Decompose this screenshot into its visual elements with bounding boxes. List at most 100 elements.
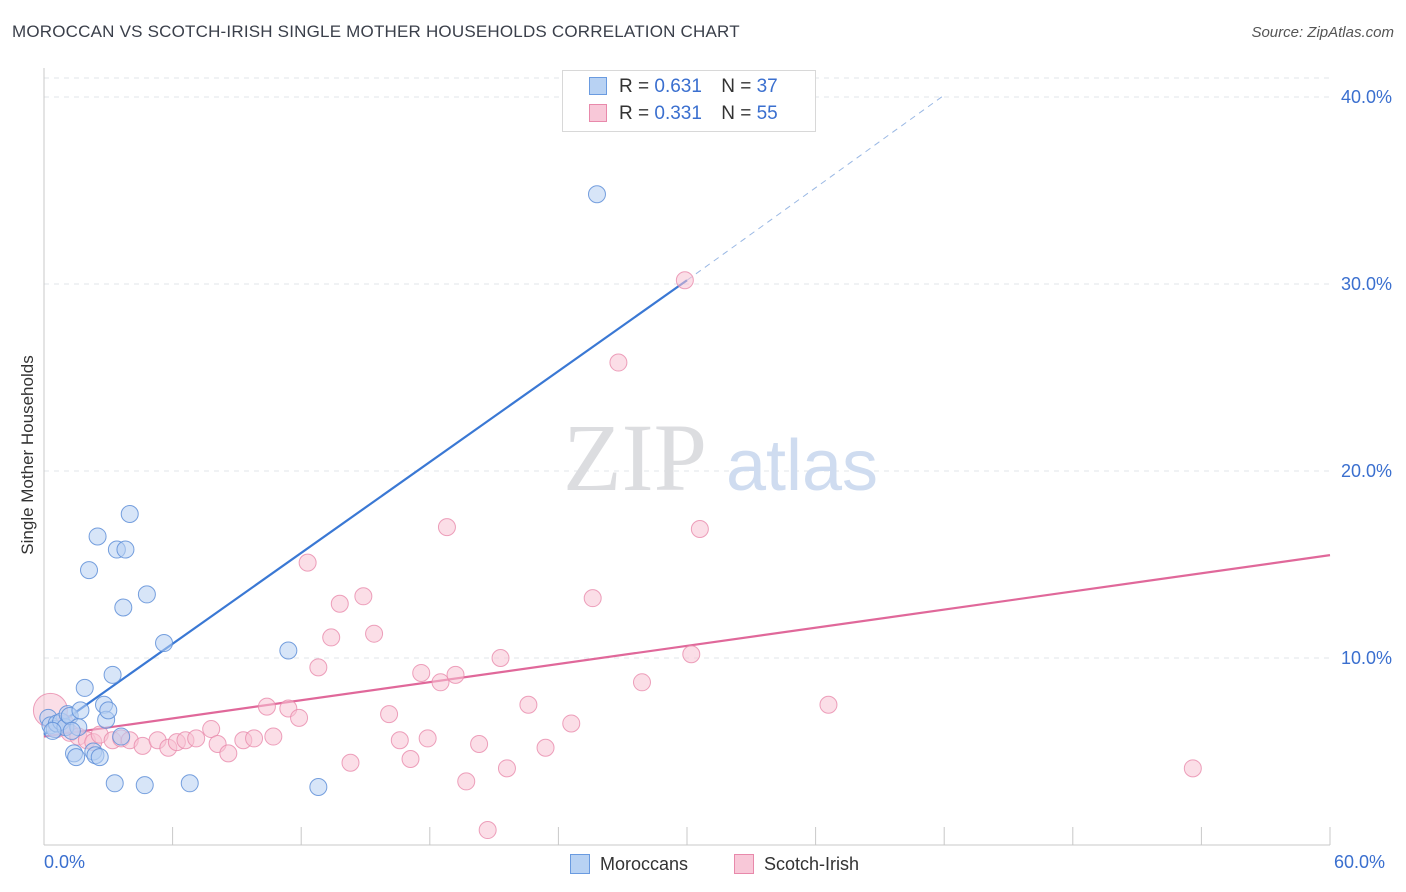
moroccans-point [43,721,62,740]
moroccans-trend-line [43,279,688,736]
series-legend: Moroccans Scotch-Irish [0,852,1406,876]
scotch-irish-point [401,749,420,768]
moroccans-point [155,634,174,653]
x-tick-label-min: 0.0% [44,852,86,872]
n-label: N = [721,76,752,97]
scotch-irish-point [309,658,328,677]
data-points [32,185,1202,840]
scotch-irish-point [819,695,838,714]
scotch-irish-point [245,729,264,748]
legend-row-scotch-irish: R = 0.331 N = 55 [589,103,778,125]
source-label: Source: ZipAtlas.com [1251,24,1394,41]
n-label: N = [721,103,752,124]
scotch-irish-point [322,628,341,647]
chart-title: MOROCCAN VS SCOTCH-IRISH SINGLE MOTHER H… [12,22,740,41]
scotch-irish-legend-swatch [734,854,754,874]
scotch-irish-point [187,729,206,748]
scotch-irish-point [682,645,701,664]
y-tick-labels: 10.0% 20.0% 30.0% 40.0% [1341,87,1392,668]
scotch-irish-legend-label: Scotch-Irish [764,854,860,874]
scotch-irish-point [418,729,437,748]
scotch-irish-point [257,697,276,716]
moroccans-point [279,641,298,660]
moroccans-point [135,776,154,795]
moroccans-legend-label: Moroccans [600,854,689,874]
scotch-irish-point [675,271,694,290]
moroccans-point [137,585,156,604]
scotch-irish-point [1183,759,1202,778]
moroccans-trend-extension [686,94,945,281]
scotch-irish-point [354,587,373,606]
r-label: R = [619,103,650,124]
scotch-irish-point [470,735,489,754]
scotch-irish-point [562,714,581,733]
scotch-irish-point [478,821,497,840]
scotch-irish-point [412,663,431,682]
scotch-irish-point [341,753,360,772]
moroccans-point [120,505,139,524]
legend-item-scotch-irish: Scotch-Irish [734,852,859,876]
moroccans-point [309,778,328,797]
scotch-irish-point [390,731,409,750]
scotch-irish-point [536,738,555,757]
moroccans-point [587,185,606,204]
scotch-irish-point [609,353,628,372]
scotch-irish-point [202,720,221,739]
scotch-irish-point [491,649,510,667]
r-label: R = [619,76,650,97]
scotch-irish-point [583,589,602,608]
y-tick-label: 10.0% [1341,648,1392,668]
moroccans-point [88,527,107,546]
scotch-irish-point [690,519,709,538]
x-tick-label-max: 60.0% [1334,852,1386,872]
scotch-irish-point [446,665,465,684]
moroccans-point [105,774,124,793]
correlation-legend: R = 0.631 N = 37 R = 0.331 N = 55 [562,70,816,132]
scotch-irish-point [330,594,349,613]
watermark: ZIP atlas [563,404,878,511]
y-tick-label: 30.0% [1341,274,1392,294]
moroccans-point [180,774,199,793]
moroccans-point [114,598,133,617]
moroccans-point [116,540,135,559]
moroccans-point [75,678,94,697]
legend-row-moroccans: R = 0.631 N = 37 [589,76,778,98]
moroccans-point [67,748,86,767]
scotch-irish-point [380,705,399,724]
moroccans-n-value: 37 [756,76,778,97]
legend-item-moroccans: Moroccans [570,852,688,876]
watermark-atlas: atlas [726,426,878,506]
scotch-irish-point [431,673,450,692]
scotch-irish-swatch [589,104,607,122]
moroccans-point [80,561,99,580]
y-tick-label: 40.0% [1341,87,1392,107]
y-tick-label: 20.0% [1341,461,1392,481]
scotch-irish-point [298,553,317,572]
moroccans-point [62,721,81,740]
watermark-zip: ZIP [563,404,707,511]
moroccans-point [103,665,122,684]
moroccans-legend-swatch [570,854,590,874]
scotch-irish-r-value: 0.331 [654,103,702,124]
scotch-irish-point [219,744,238,763]
scotch-irish-point [497,759,516,778]
moroccans-point [99,701,118,720]
scotch-irish-point [457,772,476,791]
moroccans-r-value: 0.631 [654,76,702,97]
scotch-irish-point [437,518,456,537]
scotch-irish-point [365,624,384,643]
scotch-irish-trend-line [43,554,1331,738]
scotch-irish-point [264,727,283,746]
scotch-irish-n-value: 55 [756,103,778,124]
scotch-irish-point [632,673,651,692]
moroccans-point [71,701,90,720]
scotch-irish-point [290,708,309,727]
grid-lines [44,77,1330,659]
moroccans-point [90,748,109,767]
moroccans-swatch [589,77,607,95]
scotch-irish-point [519,695,538,714]
moroccans-point [112,727,131,746]
scotch-irish-point [133,736,152,755]
y-axis-title: Single Mother Households [18,355,37,555]
